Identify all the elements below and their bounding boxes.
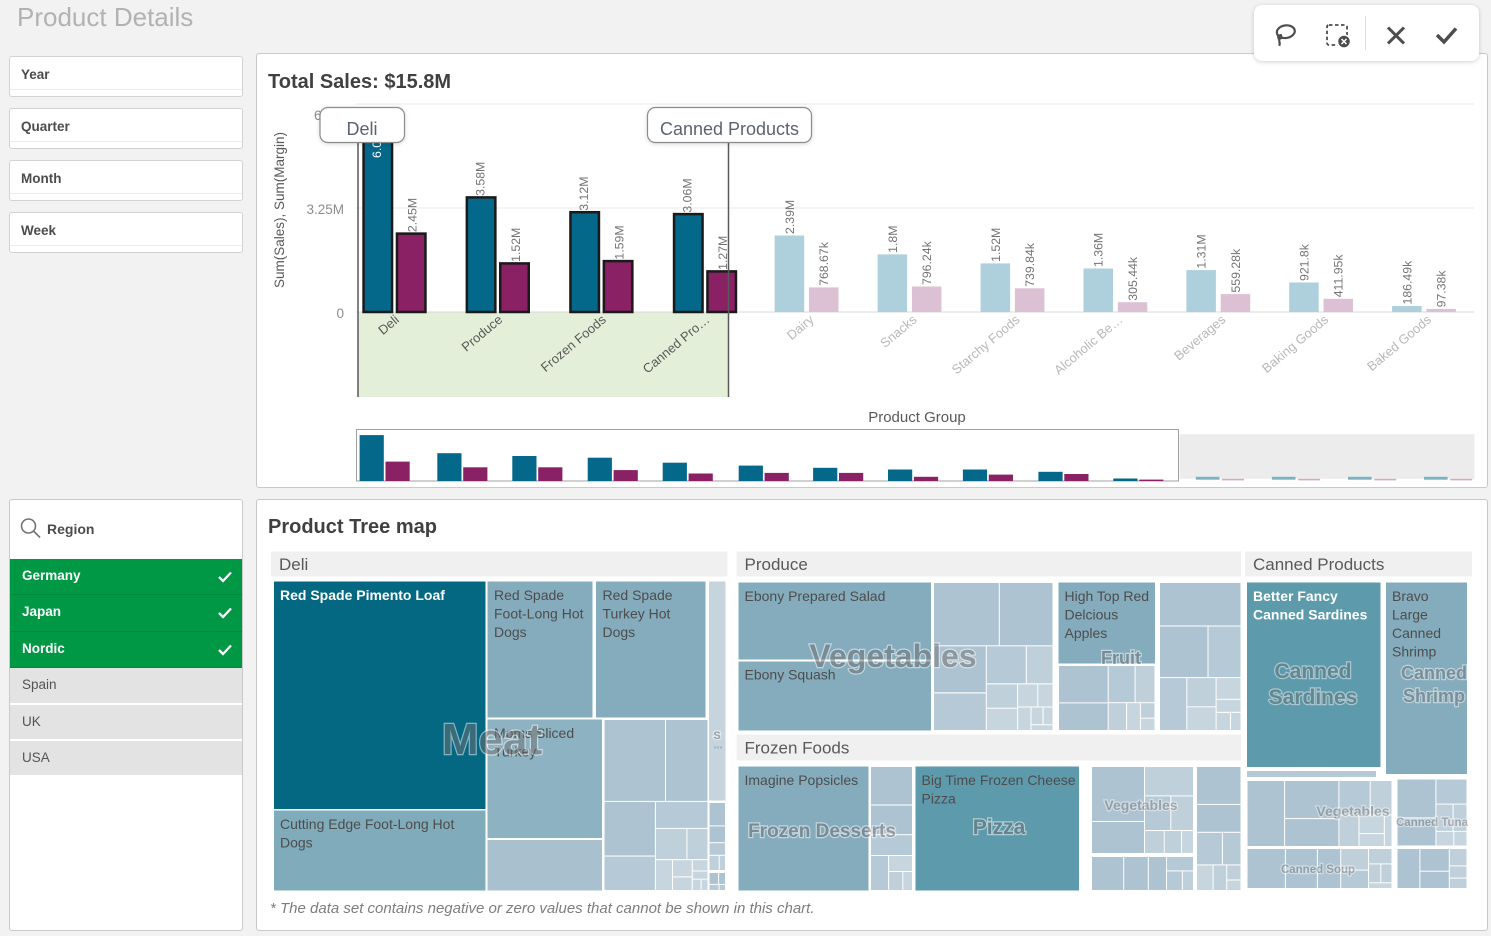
svg-text:Pizza: Pizza (973, 816, 1026, 839)
svg-text:Deli: Deli (346, 119, 377, 139)
svg-text:1.8M: 1.8M (886, 226, 900, 253)
svg-text:1.52M: 1.52M (509, 228, 523, 262)
svg-text:0: 0 (336, 306, 344, 321)
svg-text:Starchy Foods: Starchy Foods (949, 311, 1023, 377)
svg-text:Canned: Canned (1392, 625, 1441, 641)
svg-text:Vegetables: Vegetables (1104, 797, 1177, 813)
svg-text:Fruit: Fruit (1101, 648, 1141, 668)
svg-text:559.28k: 559.28k (1229, 248, 1243, 293)
svg-text:Meat: Meat (442, 715, 543, 764)
svg-text:3.25M: 3.25M (306, 202, 344, 217)
svg-text:Canned Products: Canned Products (660, 119, 799, 139)
svg-text:Dogs: Dogs (280, 835, 313, 851)
svg-text:Shrimp: Shrimp (1392, 644, 1437, 660)
svg-text:Ebony Prepared Salad: Ebony Prepared Salad (745, 588, 886, 604)
svg-text:High Top Red: High Top Red (1065, 588, 1150, 604)
svg-text:Dogs: Dogs (494, 624, 527, 640)
svg-text:Foot-Long Hot: Foot-Long Hot (494, 606, 584, 622)
svg-text:Product Tree map: Product Tree map (268, 516, 437, 538)
svg-text:S: S (713, 730, 720, 742)
svg-text:1.27M: 1.27M (716, 236, 730, 270)
svg-text:Produce: Produce (745, 555, 808, 574)
svg-text:Imagine Popsicles: Imagine Popsicles (745, 772, 859, 788)
svg-text:* The data set contains negati: * The data set contains negative or zero… (270, 900, 815, 917)
svg-text:305.44k: 305.44k (1126, 256, 1140, 301)
svg-text:Frozen Desserts: Frozen Desserts (748, 821, 896, 842)
svg-text:Baking Goods: Baking Goods (1259, 311, 1332, 375)
svg-text:Moms Sliced: Moms Sliced (494, 725, 574, 741)
svg-text:Dairy: Dairy (784, 311, 817, 342)
svg-text:796.24k: 796.24k (920, 240, 934, 285)
svg-text:Pizza: Pizza (922, 791, 956, 807)
svg-text:Better Fancy: Better Fancy (1253, 588, 1338, 604)
svg-text:Cutting Edge Foot-Long Hot: Cutting Edge Foot-Long Hot (280, 816, 454, 832)
svg-text:Alcoholic Be…: Alcoholic Be… (1051, 312, 1125, 378)
svg-text:768.67k: 768.67k (817, 241, 831, 286)
svg-text:97.38k: 97.38k (1435, 270, 1449, 308)
svg-text:Vegetables: Vegetables (809, 638, 976, 674)
svg-text:1.36M: 1.36M (1092, 233, 1106, 267)
svg-text:2.45M: 2.45M (406, 198, 420, 232)
svg-text:Big Time Frozen Cheese: Big Time Frozen Cheese (922, 772, 1076, 788)
svg-text:Turkey: Turkey (494, 744, 536, 760)
svg-text:411.95k: 411.95k (1332, 254, 1346, 298)
svg-text:Canned Tuna: Canned Tuna (1396, 817, 1469, 829)
svg-text:921.8k: 921.8k (1297, 243, 1311, 281)
svg-text:Red Spade Pimento Loaf: Red Spade Pimento Loaf (280, 587, 445, 603)
svg-text:Canned: Canned (1274, 660, 1351, 683)
svg-text:739.84k: 739.84k (1023, 242, 1037, 287)
svg-text:Total Sales: $15.8M: Total Sales: $15.8M (268, 71, 451, 93)
svg-text:Baked Goods: Baked Goods (1364, 311, 1434, 373)
svg-text:Deli: Deli (279, 555, 308, 574)
svg-text:Canned Products: Canned Products (1253, 555, 1384, 574)
svg-text:Shrimp: Shrimp (1403, 686, 1465, 706)
svg-text:1.59M: 1.59M (613, 225, 627, 259)
svg-text:Vegetables: Vegetables (1316, 803, 1389, 819)
svg-text:Dogs: Dogs (603, 624, 636, 640)
svg-text:Snacks: Snacks (877, 311, 920, 350)
svg-text:1.52M: 1.52M (989, 228, 1003, 262)
svg-text:Large: Large (1392, 607, 1428, 623)
svg-text:Canned: Canned (1401, 663, 1467, 683)
svg-text:3.58M: 3.58M (473, 162, 487, 196)
svg-text:Frozen Foods: Frozen Foods (745, 739, 850, 758)
svg-text:1.31M: 1.31M (1195, 234, 1209, 268)
svg-text:Apples: Apples (1065, 625, 1108, 641)
svg-text:3.06M: 3.06M (681, 178, 695, 212)
svg-text:Red Spade: Red Spade (494, 587, 564, 603)
svg-text:186.49k: 186.49k (1400, 260, 1414, 305)
svg-text:Turkey Hot: Turkey Hot (603, 606, 671, 622)
svg-text:Ebony Squash: Ebony Squash (745, 667, 836, 683)
svg-text:2.39M: 2.39M (783, 200, 797, 234)
svg-text:Canned Soup: Canned Soup (1281, 864, 1355, 876)
svg-text:Delcious: Delcious (1065, 607, 1119, 623)
svg-text:Red Spade: Red Spade (603, 587, 673, 603)
svg-text:3.12M: 3.12M (577, 177, 591, 211)
svg-text:Product Group: Product Group (868, 409, 966, 426)
svg-text:Sardines: Sardines (1269, 686, 1358, 709)
svg-text:Beverages: Beverages (1171, 311, 1229, 363)
svg-text:Canned Sardines: Canned Sardines (1253, 607, 1368, 623)
svg-text:Sum(Sales), Sum(Margin): Sum(Sales), Sum(Margin) (272, 132, 287, 288)
svg-text:Bravo: Bravo (1392, 588, 1429, 604)
